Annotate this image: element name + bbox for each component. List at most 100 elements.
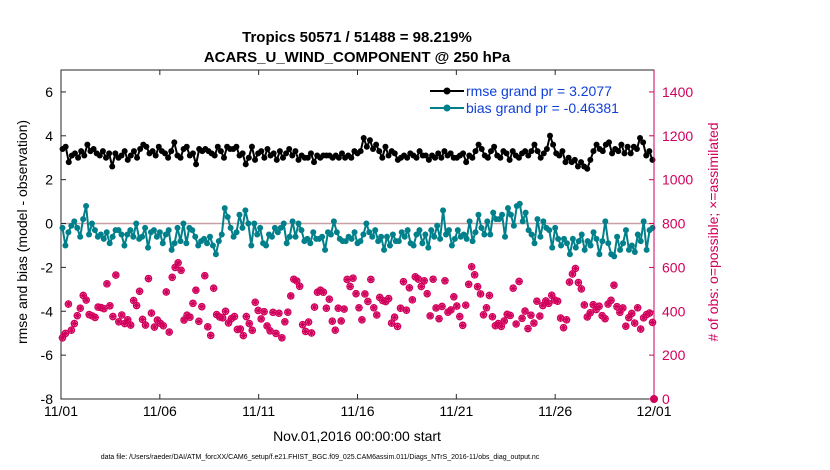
- rmse-point: [273, 156, 280, 163]
- obs-assimilated-point: [405, 284, 413, 292]
- obs-assimilated-point: [580, 301, 588, 309]
- rmse-point: [165, 154, 172, 161]
- obs-assimilated-point: [207, 331, 215, 339]
- bias-point: [91, 227, 98, 234]
- rmse-point: [522, 148, 529, 155]
- obs-assimilated-point: [512, 320, 520, 328]
- x-tick-label: 11/16: [341, 403, 375, 419]
- obs-assimilated-point: [367, 275, 375, 284]
- bias-point: [109, 233, 116, 240]
- obs-assimilated-point: [239, 332, 247, 340]
- bias-point: [171, 240, 178, 247]
- rmse-point: [627, 150, 634, 157]
- obs-assimilated-point: [275, 309, 283, 317]
- bias-point: [484, 218, 491, 225]
- bias-point: [348, 235, 355, 242]
- obs-assimilated-point: [399, 278, 408, 286]
- rmse-point: [304, 154, 311, 161]
- bias-point: [327, 231, 334, 238]
- y-right-tick-label: 1200: [662, 128, 693, 144]
- obs-assimilated-point: [536, 312, 544, 320]
- bias-point: [384, 233, 391, 240]
- bias-point: [369, 233, 376, 240]
- obs-assimilated-point: [257, 315, 265, 323]
- obs-count-layer: [58, 258, 658, 403]
- bias-point: [445, 227, 452, 234]
- obs-assimilated-point: [115, 318, 123, 326]
- obs-assimilated-point: [417, 282, 425, 291]
- obs-assimilated-point: [645, 309, 654, 317]
- rmse-point: [546, 132, 553, 139]
- bias-point: [416, 227, 423, 234]
- rmse-point: [357, 148, 364, 155]
- bias-point: [587, 242, 594, 249]
- obs-assimilated-point: [465, 280, 473, 288]
- rmse-point: [537, 154, 544, 161]
- obs-assimilated-point: [509, 284, 517, 292]
- obs-assimilated-point: [622, 322, 630, 330]
- rmse-point: [432, 154, 439, 161]
- obs-assimilated-point: [236, 325, 244, 333]
- rmse-point: [556, 152, 563, 159]
- rmse-point: [96, 152, 103, 159]
- rmse-point: [211, 152, 218, 159]
- obs-assimilated-point: [319, 288, 328, 296]
- bias-point: [295, 220, 302, 227]
- obs-assimilated-point: [610, 281, 618, 289]
- rmse-point: [609, 150, 616, 157]
- obs-assimilated-point: [634, 304, 642, 312]
- rmse-point: [242, 161, 249, 168]
- bias-point: [440, 207, 447, 214]
- rmse-point: [121, 148, 128, 155]
- rmse-point: [295, 156, 302, 163]
- bias-point: [304, 235, 311, 242]
- obs-assimilated-point: [278, 334, 286, 342]
- obs-assimilated-point: [364, 297, 372, 305]
- obs-assimilated-point: [524, 324, 532, 333]
- obs-assimilated-point: [530, 319, 538, 327]
- bias-point: [201, 235, 208, 242]
- obs-assimilated-point: [565, 278, 574, 286]
- bias-point: [180, 220, 187, 227]
- bias-point: [622, 227, 629, 234]
- bias-point: [189, 227, 196, 234]
- bias-point: [71, 218, 78, 225]
- bias-point: [555, 235, 562, 242]
- bias-point: [522, 209, 529, 216]
- rmse-point: [574, 163, 581, 170]
- obs-assimilated-point: [165, 328, 173, 336]
- rmse-point: [292, 148, 299, 155]
- obs-assimilated-point: [346, 282, 354, 291]
- obs-assimilated-point: [213, 310, 221, 319]
- bias-point: [593, 235, 600, 242]
- bias-point: [425, 244, 432, 251]
- rmse-point: [71, 150, 78, 157]
- obs-assimilated-point: [533, 297, 541, 305]
- obs-assimilated-point: [174, 259, 182, 267]
- bias-point: [254, 231, 261, 238]
- y-right-tick-label: 1400: [662, 84, 693, 100]
- obs-assimilated-point: [586, 309, 594, 317]
- bias-point: [496, 216, 503, 223]
- bias-point: [611, 253, 618, 260]
- obs-assimilated-point: [373, 311, 381, 319]
- obs-assimilated-point: [322, 304, 330, 312]
- bias-point: [274, 229, 281, 236]
- rmse-point: [484, 154, 491, 161]
- bias-point: [375, 238, 382, 245]
- bias-point: [510, 222, 517, 229]
- rmse-point: [391, 150, 398, 157]
- obs-assimilated-point: [387, 319, 396, 327]
- rmse-point: [488, 148, 495, 155]
- y-right-tick-label: 400: [662, 303, 686, 319]
- bias-point: [617, 246, 624, 253]
- obs-assimilated-point: [485, 291, 494, 300]
- rmse-point: [618, 141, 625, 148]
- bias-point: [578, 231, 585, 238]
- bias-point: [192, 233, 199, 240]
- rmse-point: [99, 148, 106, 155]
- bias-point: [124, 231, 131, 238]
- rmse-point: [81, 152, 88, 159]
- obs-assimilated-point: [224, 319, 233, 327]
- rmse-point: [183, 143, 190, 150]
